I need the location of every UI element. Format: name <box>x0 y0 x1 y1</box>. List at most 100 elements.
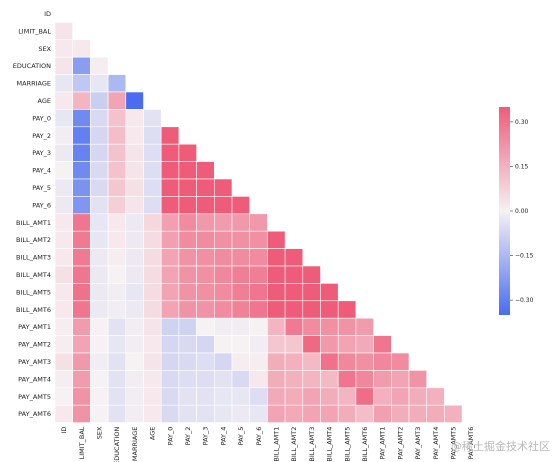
heatmap-cell <box>178 352 197 371</box>
heatmap-cell <box>107 283 127 302</box>
heatmap-cell <box>249 230 268 249</box>
colorbar-tick-label: −0.30 <box>515 297 534 304</box>
heatmap-cell <box>160 126 180 145</box>
heatmap-cell <box>231 248 251 267</box>
heatmap-cell <box>72 335 91 354</box>
heatmap-cell <box>160 248 180 267</box>
heatmap-cell <box>231 352 251 371</box>
heatmap-cell <box>320 317 339 336</box>
colorbar-tick-label: 0.15 <box>515 163 529 170</box>
y-tick-label: ID <box>44 10 51 18</box>
heatmap-cell <box>284 248 304 267</box>
heatmap-cell <box>249 248 268 267</box>
heatmap-cell <box>125 352 144 371</box>
heatmap-cell <box>408 387 428 406</box>
heatmap-cell <box>178 213 197 232</box>
y-tick-label: EDUCATION <box>13 62 51 70</box>
heatmap-cell <box>160 335 180 354</box>
heatmap-cell <box>160 265 180 284</box>
heatmap-cell <box>125 370 144 389</box>
heatmap-cell <box>355 370 374 389</box>
heatmap-cell <box>107 213 127 232</box>
heatmap-cell <box>178 143 197 162</box>
heatmap-cell <box>302 335 321 354</box>
heatmap-cell <box>249 335 268 354</box>
x-tick-label: PAY_2 <box>184 427 192 446</box>
heatmap-cell <box>160 213 180 232</box>
heatmap-cell <box>214 196 233 215</box>
y-tick-label: BILL_AMT3 <box>16 254 51 262</box>
heatmap-cell <box>54 283 74 302</box>
heatmap-cell <box>143 387 162 406</box>
heatmap-cell <box>196 300 215 319</box>
heatmap-cell <box>54 317 74 336</box>
heatmap-cell <box>72 143 91 162</box>
heatmap-cell <box>178 161 197 180</box>
heatmap-cell <box>54 352 74 371</box>
x-tick-label: ID <box>60 427 68 434</box>
y-tick-label: BILL_AMT6 <box>16 306 51 314</box>
y-tick-label: PAY_AMT2 <box>18 341 51 349</box>
heatmap-cell <box>125 300 144 319</box>
heatmap-cell <box>90 352 109 371</box>
heatmap-cell <box>196 265 215 284</box>
heatmap-cell <box>160 387 180 406</box>
heatmap-cell <box>72 39 91 58</box>
heatmap-cell <box>196 196 215 215</box>
heatmap-cell <box>143 335 162 354</box>
heatmap-cell <box>54 300 74 319</box>
heatmap-cell <box>72 161 91 180</box>
heatmap-cell <box>143 265 162 284</box>
heatmap-cell <box>302 300 321 319</box>
heatmap-cell <box>214 213 233 232</box>
x-tick-label: PAY_6 <box>255 427 263 446</box>
heatmap-cell <box>231 404 251 423</box>
y-axis-tick-labels: ID LIMIT_BAL SEX EDUCATION MARRIAGE AGE PAY_0 P… <box>13 10 52 418</box>
heatmap-cell <box>373 335 392 354</box>
heatmap-cell <box>320 387 339 406</box>
heatmap-cell <box>267 387 286 406</box>
heatmap-cell <box>72 213 91 232</box>
heatmap-cell <box>107 300 127 319</box>
heatmap-cell <box>373 387 392 406</box>
heatmap-cell <box>72 387 91 406</box>
heatmap-cell <box>302 370 321 389</box>
heatmap-cell <box>178 300 197 319</box>
x-tick-label: BILL_AMT2 <box>290 427 298 462</box>
heatmap-cell <box>72 91 91 110</box>
heatmap-cell <box>107 248 127 267</box>
heatmap-cell <box>125 265 144 284</box>
heatmap-cell <box>143 109 162 128</box>
heatmap-cell <box>355 335 374 354</box>
x-tick-label: BILL_AMT3 <box>308 427 316 462</box>
heatmap-cell <box>54 161 74 180</box>
heatmap-cell <box>231 335 251 354</box>
heatmap-cell <box>125 248 144 267</box>
heatmap-cell <box>143 317 162 336</box>
heatmap-cell <box>143 248 162 267</box>
x-tick-label: BILL_AMT6 <box>361 427 369 462</box>
heatmap-cell <box>390 404 410 423</box>
y-tick-label: SEX <box>38 45 51 53</box>
heatmap-cell <box>373 370 392 389</box>
heatmap-cell <box>196 161 215 180</box>
heatmap-cell <box>125 109 144 128</box>
x-tick-label: PAY_0 <box>166 427 174 446</box>
heatmap-cell <box>284 317 304 336</box>
heatmap-cell <box>72 300 91 319</box>
y-tick-label: LIMIT_BAL <box>18 27 51 35</box>
heatmap-cell <box>72 230 91 249</box>
heatmap-cell <box>90 74 109 93</box>
heatmap-cell <box>408 404 428 423</box>
heatmap-cell <box>125 161 144 180</box>
heatmap-cell <box>72 404 91 423</box>
heatmap-cell <box>373 404 392 423</box>
heatmap-cell <box>72 248 91 267</box>
heatmap-cell <box>125 387 144 406</box>
heatmap-cell <box>107 335 127 354</box>
heatmap-cell <box>320 283 339 302</box>
y-tick-label: PAY_AMT5 <box>18 393 51 401</box>
heatmap-cell <box>231 387 251 406</box>
heatmap-cell <box>143 352 162 371</box>
